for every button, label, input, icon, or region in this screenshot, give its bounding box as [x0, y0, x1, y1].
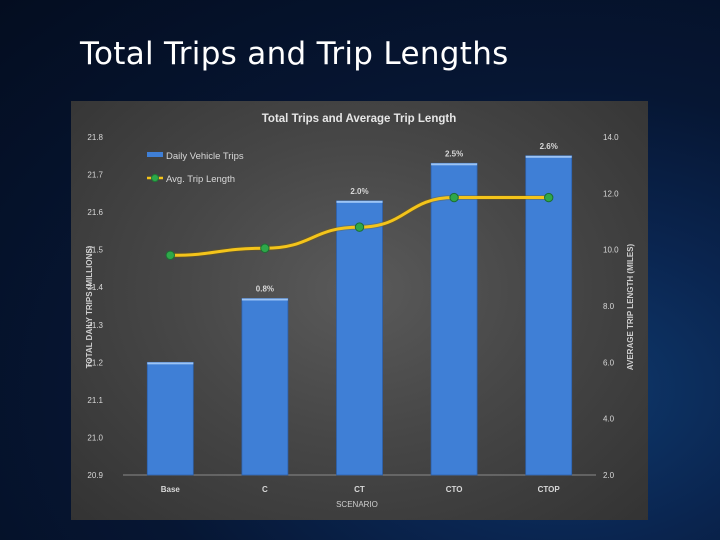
y-tick-label: 21.2: [87, 358, 103, 367]
legend-line-marker: [151, 174, 159, 182]
combo-chart: Total Trips and Average Trip Length SCEN…: [85, 113, 635, 509]
line-marker: [260, 243, 270, 253]
y2-tick-label: 6.0: [603, 358, 615, 367]
bar-data-label: 2.0%: [350, 187, 368, 196]
bar-highlight: [525, 155, 572, 158]
y-axis-label: TOTAL DAILY TRIPS (MILLIONS): [85, 245, 94, 368]
bar: [525, 155, 573, 476]
y-tick-label: 20.9: [87, 471, 103, 480]
y2-tick-label: 12.0: [603, 189, 619, 198]
bar-highlight: [431, 163, 478, 166]
y-tick-label: 21.1: [87, 396, 103, 405]
line-marker: [165, 250, 176, 261]
legend: Daily Vehicle Trips Avg. Trip Length: [147, 151, 244, 185]
legend-line-label: Avg. Trip Length: [166, 174, 235, 185]
x-tick-label: Base: [161, 485, 181, 494]
chart-panel: Total Trips and Average Trip Length SCEN…: [71, 101, 648, 520]
slide-title: Total Trips and Trip Lengths: [80, 36, 509, 72]
x-tick-label: C: [262, 485, 268, 494]
y2-tick-label: 14.0: [603, 133, 619, 142]
y-tick-label: 21.4: [87, 283, 103, 292]
y-tick-label: 21.7: [87, 171, 103, 180]
legend-bar-swatch: [147, 152, 163, 157]
bar-highlight: [147, 362, 194, 365]
y2-axis-label: AVERAGE TRIP LENGTH (MILES): [626, 243, 635, 370]
y-tick-label: 21.8: [87, 133, 103, 142]
y2-tick-label: 8.0: [603, 302, 615, 311]
x-axis-label: SCENARIO: [336, 500, 378, 509]
legend-bar-label: Daily Vehicle Trips: [166, 151, 244, 162]
y2-tick-label: 10.0: [603, 246, 619, 255]
bar: [146, 361, 194, 476]
y-tick-label: 21.5: [87, 246, 103, 255]
line-marker: [354, 222, 365, 232]
bar-highlight: [241, 298, 288, 301]
y-tick-label: 21.0: [87, 433, 103, 442]
chart-title: Total Trips and Average Trip Length: [262, 113, 456, 125]
bar-data-label: 2.5%: [445, 149, 463, 158]
x-tick-label: CT: [354, 485, 365, 494]
y-tick-label: 21.3: [87, 321, 103, 330]
x-tick-label: CTO: [446, 485, 463, 494]
line-marker: [449, 192, 459, 203]
bar-highlight: [336, 200, 383, 203]
bar: [336, 200, 383, 476]
line-marker: [544, 192, 554, 203]
bar: [430, 162, 478, 476]
y2-tick-label: 2.0: [603, 471, 615, 480]
y-tick-label: 21.6: [87, 208, 103, 217]
bar-data-label: 0.8%: [256, 284, 274, 293]
y2-tick-label: 4.0: [603, 415, 615, 424]
bar: [241, 298, 289, 476]
bar-data-label: 2.6%: [540, 142, 558, 151]
x-tick-label: CTOP: [538, 485, 561, 494]
